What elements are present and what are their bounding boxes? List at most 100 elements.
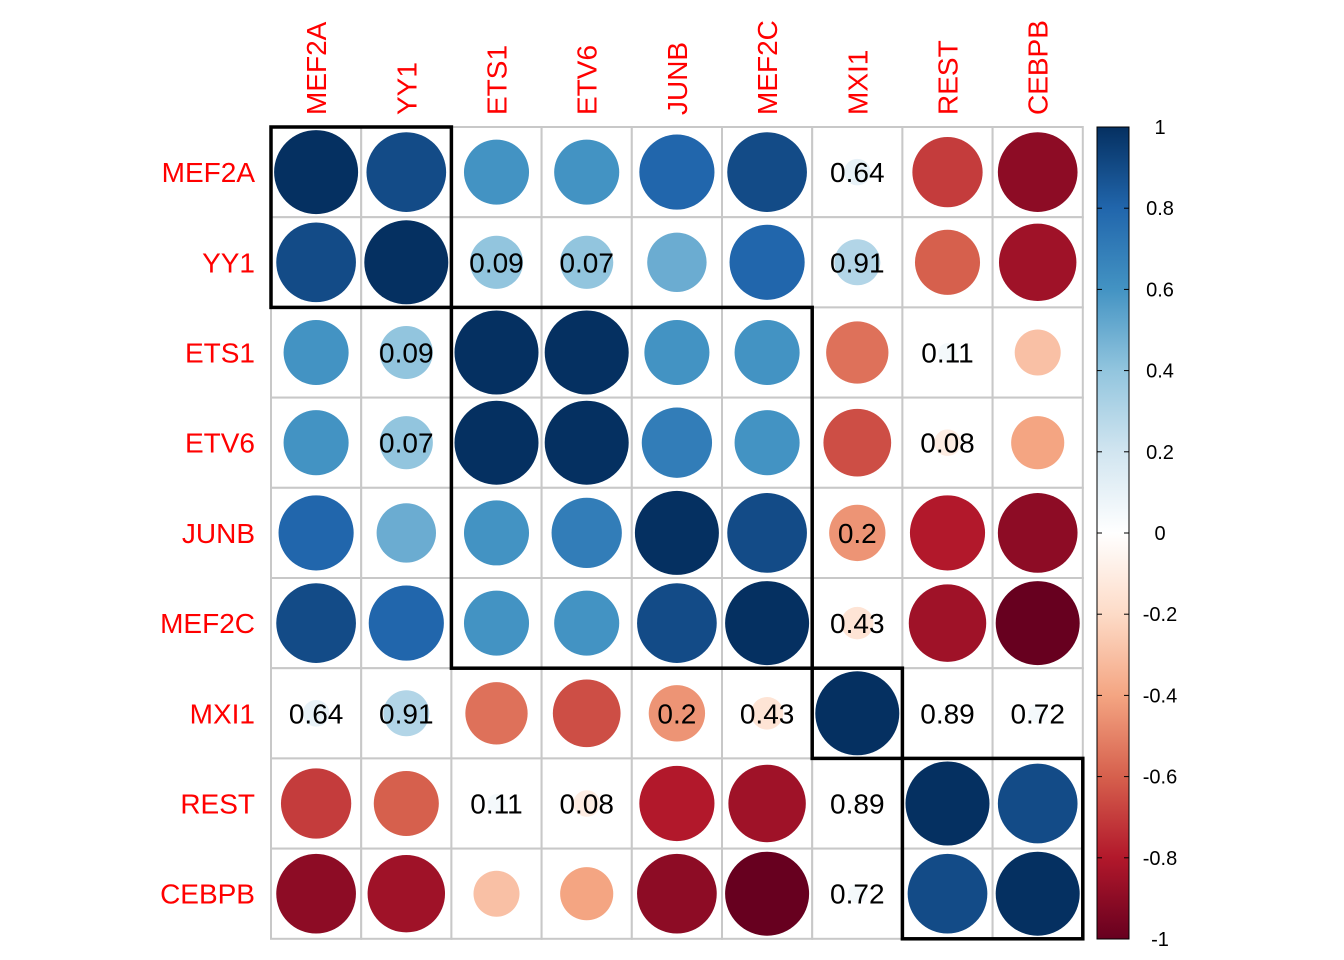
colorbar-tick-label-10: -1 [1151, 929, 1169, 951]
circle-MEF2C-YY1 [368, 585, 444, 661]
circle-REST-JUNB [639, 765, 715, 842]
circle-ETS1-YY1 [379, 325, 433, 380]
circle-ETV6-YY1 [379, 416, 433, 470]
cell-YY1-JUNB [630, 216, 723, 309]
colorbar-gradient [1096, 126, 1130, 940]
circle-ETS1-CEBPB [1014, 329, 1061, 376]
circle-REST-ETV6 [573, 790, 600, 817]
circle-MEF2C-MEF2A [276, 583, 356, 663]
colorbar-tick-label-7: -0.4 [1143, 685, 1177, 707]
circle-REST-MEF2A [280, 768, 352, 839]
circle-ETS1-ETV6 [544, 310, 629, 395]
circle-ETS1-JUNB [644, 319, 710, 386]
circle-ETS1-MEF2C [734, 319, 800, 386]
cluster-rect-3 [810, 666, 905, 761]
circle-MXI1-JUNB [648, 685, 706, 742]
colorbar: 1 0.8 0.6 0.4 0.2 0 -0.2 -0.4 -0.6 -0.8 -1 [1096, 117, 1177, 951]
colorbar-tick-label-0: 1 [1154, 117, 1165, 139]
circle-CEBPB-MXI1 [847, 884, 867, 904]
col-label-MEF2A: MEF2A [301, 21, 332, 115]
circle-YY1-MXI1 [834, 239, 881, 286]
pvalue-JUNB-MXI1: 0.2 [838, 518, 877, 549]
circle-CEBPB-CEBPB [995, 851, 1080, 936]
pvalue-MXI1-MEF2A: 0.64 [289, 698, 344, 729]
col-label-ETV6: ETV6 [572, 45, 603, 115]
circle-CEBPB-MEF2A [276, 853, 356, 934]
circle-MXI1-MEF2A [302, 700, 330, 727]
circle-JUNB-ETS1 [463, 500, 530, 566]
cluster-rect-4 [900, 756, 1085, 941]
pvalue-YY1-ETV6: 0.07 [559, 247, 614, 278]
circle-MXI1-ETV6 [552, 679, 621, 748]
row-label-MXI1: MXI1 [190, 698, 255, 729]
pvalue-MXI1-MEF2C: 0.43 [740, 698, 795, 729]
colorbar-tick-label-6: -0.2 [1143, 604, 1177, 626]
circle-MEF2C-CEBPB [995, 581, 1080, 666]
cluster-rectangles [269, 125, 1085, 941]
circle-MEF2A-MXI1 [844, 158, 871, 186]
circle-MEF2C-MEF2C [725, 581, 810, 666]
pvalue-YY1-ETS1: 0.09 [469, 247, 524, 278]
circle-REST-MEF2C [728, 764, 806, 843]
circle-ETV6-MXI1 [823, 408, 892, 477]
circle-REST-ETS1 [487, 794, 506, 813]
circle-REST-MXI1 [851, 797, 864, 810]
row-label-JUNB: JUNB [182, 518, 255, 549]
colorbar-tick-label-3: 0.4 [1146, 361, 1174, 383]
circle-ETS1-ETS1 [454, 310, 539, 395]
pvalue-MEF2C-MXI1: 0.43 [830, 608, 885, 639]
pvalue-MXI1-YY1: 0.91 [379, 698, 434, 729]
circle-MXI1-YY1 [383, 690, 430, 737]
circle-JUNB-JUNB [634, 490, 719, 575]
circle-MEF2C-REST [908, 584, 987, 662]
circle-REST-YY1 [373, 770, 439, 837]
circle-JUNB-MEF2C [727, 493, 807, 573]
circle-ETV6-REST [934, 429, 961, 456]
circle-REST-CEBPB [997, 763, 1078, 844]
row-label-MEF2A: MEF2A [162, 157, 256, 188]
circle-YY1-REST [914, 229, 981, 295]
circle-MXI1-MEF2C [750, 697, 784, 730]
circle-ETV6-ETS1 [454, 400, 539, 485]
circle-ETV6-CEBPB [1011, 416, 1065, 470]
circle-MEF2C-ETV6 [554, 590, 620, 656]
colorbar-tick-label-1: 0.8 [1146, 198, 1174, 220]
cluster-rect-1 [269, 125, 454, 310]
col-label-REST: REST [933, 40, 964, 115]
circle-MEF2C-MXI1 [841, 606, 874, 640]
row-labels: MEF2A YY1 ETS1 ETV6 JUNB MEF2C MXI1 REST CEBPB [160, 157, 255, 910]
circle-JUNB-MXI1 [829, 504, 886, 562]
pvalue-REST-ETV6: 0.08 [559, 789, 614, 820]
pvalue-ETV6-YY1: 0.07 [379, 428, 434, 459]
circle-ETV6-MEF2A [283, 410, 349, 476]
circle-ETV6-MEF2C [734, 410, 800, 476]
circle-CEBPB-ETS1 [473, 870, 520, 917]
col-label-YY1: YY1 [391, 62, 422, 115]
circle-JUNB-CEBPB [997, 493, 1078, 573]
colorbar-tick-label-2: 0.6 [1146, 279, 1174, 301]
matrix-cells: 0.64 0.09 0.07 0.91 0.09 0.11 0.07 0.08 0.2 0.43 0… [270, 126, 1084, 940]
colorbar-tick-label-4: 0.2 [1146, 442, 1174, 464]
col-label-ETS1: ETS1 [482, 45, 513, 115]
pvalue-REST-MXI1: 0.89 [830, 789, 885, 820]
circle-CEBPB-JUNB [637, 853, 717, 934]
column-labels: MEF2A YY1 ETS1 ETV6 JUNB MEF2C MXI1 REST CEBPB [301, 20, 1054, 115]
circle-MEF2A-ETS1 [463, 139, 530, 205]
circle-MEF2C-ETS1 [463, 590, 530, 656]
pvalue-MXI1-CEBPB: 0.72 [1010, 698, 1065, 729]
circle-YY1-MEF2C [729, 224, 805, 300]
circle-JUNB-ETV6 [551, 497, 622, 569]
circle-MXI1-ETS1 [465, 682, 528, 745]
pvalue-ETS1-YY1: 0.09 [379, 338, 434, 369]
circle-CEBPB-REST [907, 853, 988, 934]
circle-MEF2A-MEF2C [727, 132, 807, 212]
colorbar-tick-label-9: -0.8 [1143, 848, 1177, 870]
row-label-MEF2C: MEF2C [160, 608, 255, 639]
circle-MEF2A-CEBPB [997, 132, 1078, 212]
circle-YY1-MEF2A [276, 222, 356, 303]
circle-YY1-ETV6 [560, 235, 614, 289]
circle-MXI1-MXI1 [815, 671, 900, 756]
colorbar-tick-label-8: -0.6 [1143, 767, 1177, 789]
circle-JUNB-REST [909, 495, 986, 571]
